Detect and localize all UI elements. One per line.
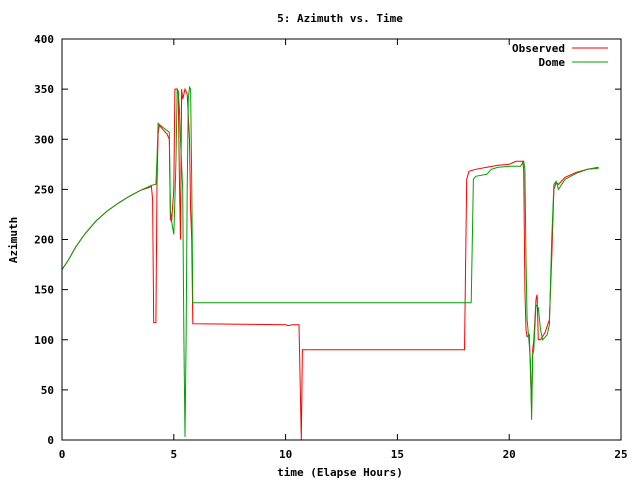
x-tick-label: 25 (614, 448, 627, 461)
chart-title: 5: Azimuth vs. Time (277, 12, 403, 25)
y-tick-label: 100 (34, 334, 54, 347)
y-axis: 0 50 100 150 200 250 300 350 400 (34, 33, 621, 447)
legend-entry-dome: Dome (539, 56, 608, 69)
y-tick-label: 250 (34, 183, 54, 196)
x-axis-label: time (Elapse Hours) (277, 466, 403, 479)
y-tick-label: 0 (47, 434, 54, 447)
series-line-dome (61, 85, 599, 438)
legend-entry-observed: Observed (512, 42, 608, 55)
legend-label-dome: Dome (539, 56, 566, 69)
y-tick-label: 200 (34, 234, 54, 247)
x-tick-label: 20 (503, 448, 516, 461)
y-tick-label: 50 (41, 384, 54, 397)
y-tick-label: 300 (34, 133, 54, 146)
legend: Observed Dome (512, 42, 608, 69)
y-tick-label: 400 (34, 33, 54, 46)
x-axis: 0 5 10 15 20 25 (59, 39, 628, 461)
series-line-observed (61, 87, 599, 441)
legend-label-observed: Observed (512, 42, 565, 55)
x-tick-label: 0 (59, 448, 66, 461)
x-tick-label: 5 (170, 448, 177, 461)
y-axis-label: Azimuth (7, 217, 20, 263)
plot-lines (61, 85, 599, 441)
x-tick-label: 10 (279, 448, 292, 461)
x-tick-label: 15 (391, 448, 404, 461)
y-tick-label: 150 (34, 284, 54, 297)
y-tick-label: 350 (34, 83, 54, 96)
